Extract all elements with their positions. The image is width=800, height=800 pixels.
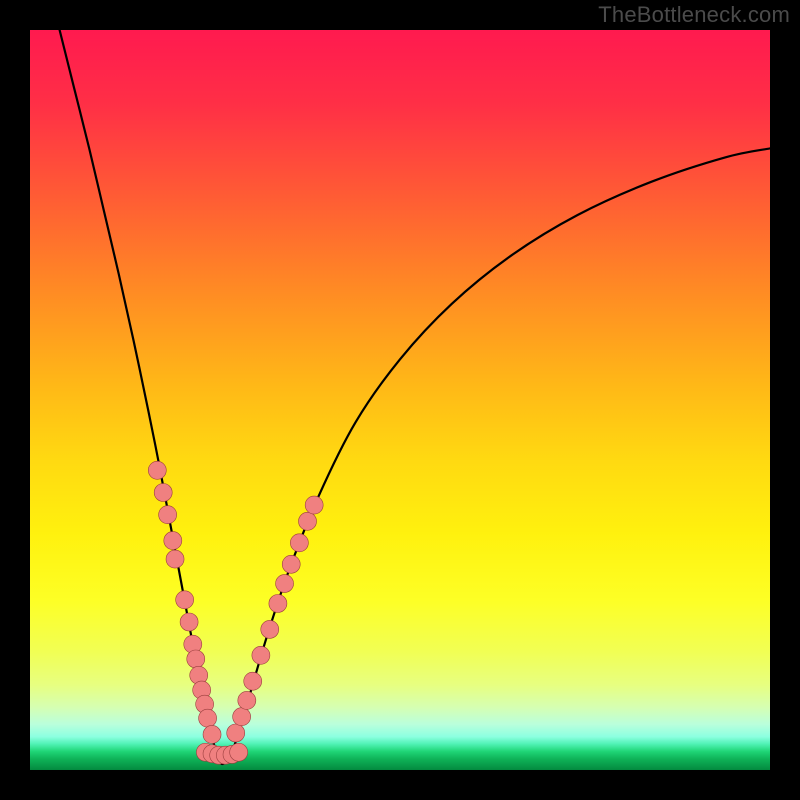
data-marker <box>244 672 262 690</box>
data-marker <box>282 555 300 573</box>
data-marker <box>252 646 270 664</box>
chart-stage: TheBottleneck.com <box>0 0 800 800</box>
data-marker <box>261 620 279 638</box>
data-marker <box>176 591 194 609</box>
data-marker <box>230 743 248 761</box>
data-marker <box>276 575 294 593</box>
data-marker <box>233 708 251 726</box>
data-marker <box>187 650 205 668</box>
data-marker <box>269 595 287 613</box>
data-marker <box>290 534 308 552</box>
attribution-label: TheBottleneck.com <box>598 2 790 28</box>
data-marker <box>148 461 166 479</box>
data-marker <box>199 709 217 727</box>
data-marker <box>299 512 317 530</box>
data-marker <box>238 691 256 709</box>
data-marker <box>180 613 198 631</box>
data-marker <box>154 484 172 502</box>
chart-svg <box>0 0 800 800</box>
data-marker <box>227 724 245 742</box>
data-marker <box>166 550 184 568</box>
data-marker <box>159 506 177 524</box>
data-marker <box>164 532 182 550</box>
data-marker <box>203 725 221 743</box>
data-marker <box>305 496 323 514</box>
plot-background <box>30 30 770 770</box>
